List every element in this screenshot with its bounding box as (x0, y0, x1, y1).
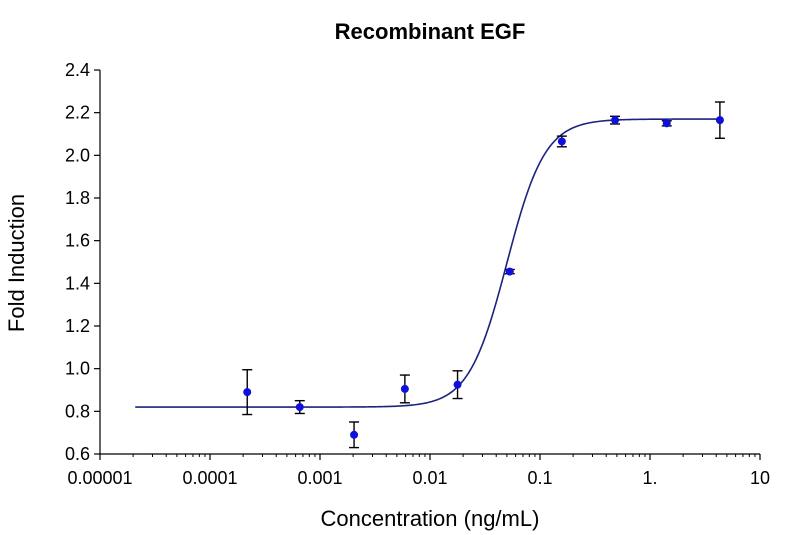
y-tick-label: 2.2 (65, 103, 90, 123)
data-point (557, 137, 566, 146)
x-tick-label: 1. (642, 468, 657, 488)
y-tick-label: 1.4 (65, 273, 90, 293)
x-axis-label: Concentration (ng/mL) (321, 506, 540, 531)
fit-curve (135, 118, 720, 408)
data-point (295, 403, 304, 412)
y-tick-label: 2.4 (65, 60, 90, 80)
data-point (662, 119, 671, 128)
x-tick-label: 0.1 (527, 468, 552, 488)
data-point (453, 380, 462, 389)
data-point (350, 430, 359, 439)
plot-area: 0.6 0.8 1.0 1.2 1.4 1.6 1.8 2.0 2.2 2.4 0.00001 0.0… (65, 60, 770, 488)
data-point (715, 116, 724, 125)
data-point (243, 388, 252, 397)
x-tick-label: 0.00001 (67, 468, 132, 488)
y-tick-label: 0.8 (65, 401, 90, 421)
y-tick-label: 0.6 (65, 444, 90, 464)
y-tick-label: 1.2 (65, 316, 90, 336)
x-tick-label: 10 (750, 468, 770, 488)
y-tick-label: 2.0 (65, 145, 90, 165)
x-tick-label: 0.001 (297, 468, 342, 488)
data-point (505, 267, 514, 276)
x-tick-label: 0.0001 (182, 468, 237, 488)
y-axis-label: Fold Induction (4, 194, 29, 332)
data-point (611, 116, 620, 125)
data-point (400, 384, 409, 393)
y-tick-label: 1.8 (65, 188, 90, 208)
x-tick-label: 0.01 (412, 468, 447, 488)
y-tick-label: 1.0 (65, 359, 90, 379)
chart-title: Recombinant EGF (335, 19, 526, 44)
y-tick-label: 1.6 (65, 231, 90, 251)
